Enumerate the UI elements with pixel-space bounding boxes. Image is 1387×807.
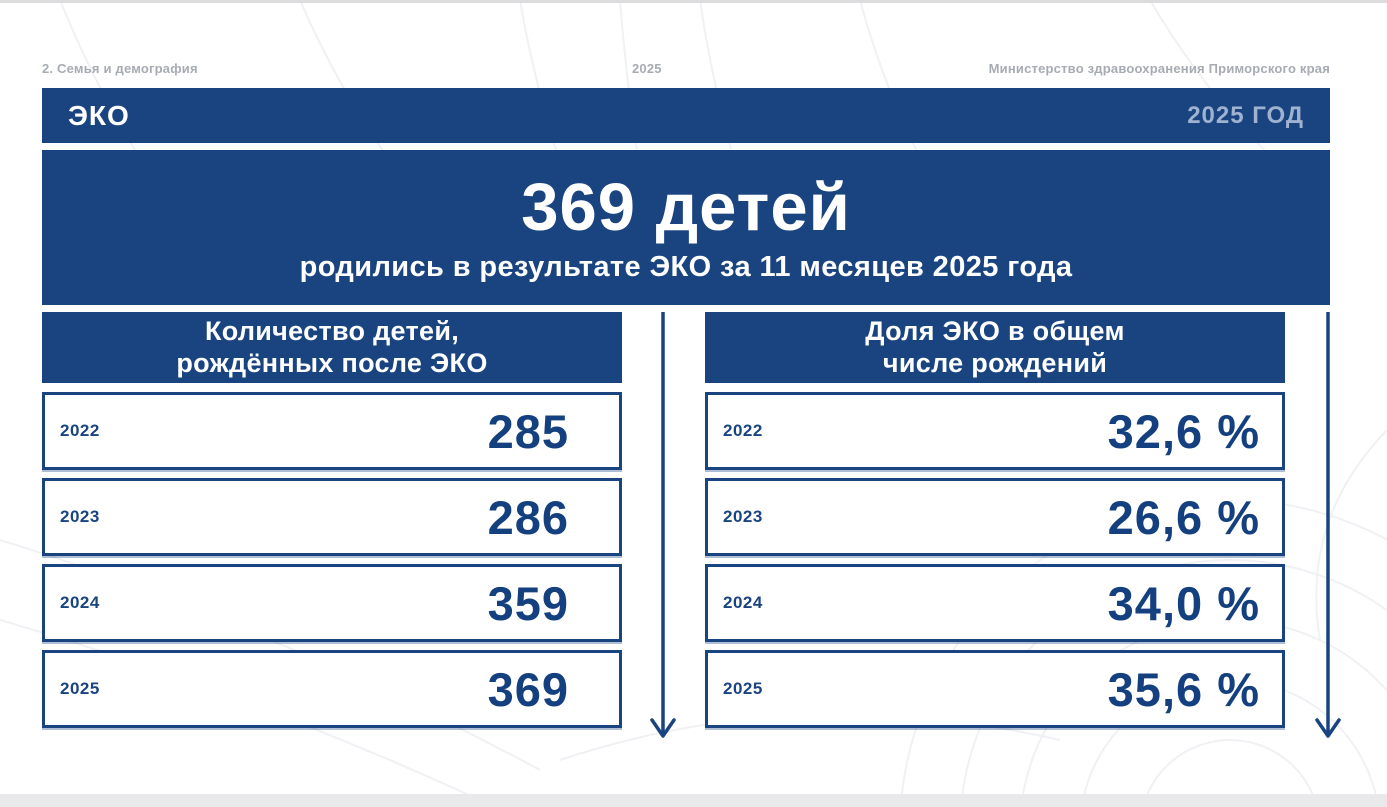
row-value: 369 [487, 662, 569, 716]
down-arrow-icon [650, 312, 676, 738]
table-children-born-after-ivf: Количество детей, рождённых после ЭКО 20… [42, 312, 622, 728]
table-row-2022: 2022 285 [42, 392, 622, 470]
row-year: 2025 [60, 679, 100, 698]
row-value: 26,6 % [1107, 490, 1260, 544]
slide-year-label: 2025 [632, 61, 662, 76]
table-row-2023: 2023 26,6 % [705, 478, 1285, 556]
table-row-2025: 2025 35,6 % [705, 650, 1285, 728]
headline-caption: родились в результате ЭКО за 11 месяцев … [299, 251, 1073, 284]
breadcrumb: 2. Семья и демография [42, 61, 198, 76]
table-row-2024: 2024 359 [42, 564, 622, 642]
row-year: 2025 [723, 679, 763, 698]
section-title-bar: ЭКО 2025 ГОД [42, 88, 1330, 143]
table-row-2023: 2023 286 [42, 478, 622, 556]
headline-number: 369 детей [521, 169, 851, 245]
table-header-line2: рождённых после ЭКО [176, 347, 488, 378]
table-header-line2: числе рождений [882, 347, 1108, 378]
row-value: 359 [487, 576, 569, 630]
row-value: 35,6 % [1107, 662, 1260, 716]
headline-banner: 369 детей родились в результате ЭКО за 1… [42, 150, 1330, 305]
down-arrow-icon [1315, 312, 1341, 738]
slide-meta-row: 2. Семья и демография 2025 Министерство … [42, 61, 1330, 79]
table-row-2025: 2025 369 [42, 650, 622, 728]
row-value: 32,6 % [1107, 404, 1260, 458]
table-row-2024: 2024 34,0 % [705, 564, 1285, 642]
table-header: Доля ЭКО в общем числе рождений [705, 312, 1285, 383]
row-value: 286 [487, 490, 569, 544]
year-badge: 2025 ГОД [1187, 101, 1304, 129]
row-year: 2023 [723, 507, 763, 526]
table-row-2022: 2022 32,6 % [705, 392, 1285, 470]
table-header: Количество детей, рождённых после ЭКО [42, 312, 622, 383]
row-year: 2022 [723, 421, 763, 440]
table-header-line1: Доля ЭКО в общем [865, 315, 1125, 346]
table-ivf-share-of-births: Доля ЭКО в общем числе рождений 2022 32,… [705, 312, 1285, 728]
row-year: 2024 [60, 593, 100, 612]
table-header-line1: Количество детей, [204, 315, 460, 346]
section-title: ЭКО [68, 99, 130, 131]
top-edge-strip [0, 0, 1387, 3]
ministry-label: Министерство здравоохранения Приморского… [988, 61, 1330, 76]
row-year: 2024 [723, 593, 763, 612]
row-year: 2022 [60, 421, 100, 440]
row-year: 2023 [60, 507, 100, 526]
row-value: 34,0 % [1107, 576, 1260, 630]
bottom-edge-strip [0, 794, 1387, 807]
row-value: 285 [487, 404, 569, 458]
